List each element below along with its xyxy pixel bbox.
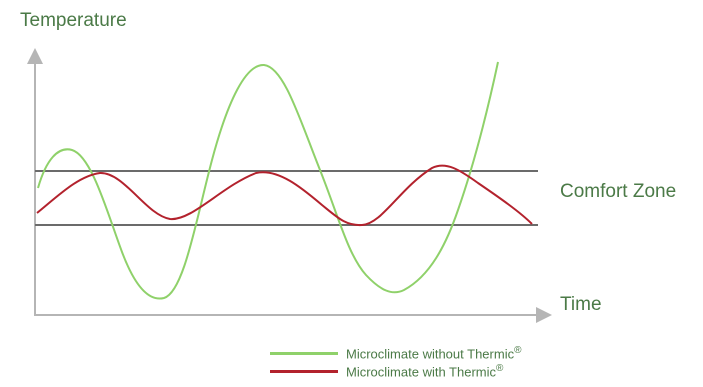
y-axis-arrow (27, 48, 43, 64)
registered-mark: ® (496, 362, 504, 374)
legend-line-without-thermic (270, 351, 338, 355)
legend-label-with-thermic: Microclimate with Thermic® (346, 363, 503, 379)
curve-without-thermic (37, 61, 499, 300)
legend-text-with-thermic: Microclimate with Thermic (346, 364, 497, 380)
legend-label-without-thermic: Microclimate without Thermic® (346, 345, 521, 361)
x-axis-label: Time (560, 294, 602, 315)
legend-item-with-thermic: Microclimate with Thermic® (270, 362, 503, 380)
legend-item-without-thermic: Microclimate without Thermic® (270, 344, 521, 362)
curve-with-thermic (36, 164, 533, 227)
registered-mark: ® (514, 344, 522, 356)
legend-line-with-thermic (270, 369, 338, 373)
y-axis-label: Temperature (20, 10, 127, 31)
x-axis-arrow (536, 307, 552, 323)
comfort-zone-label: Comfort Zone (560, 181, 677, 202)
legend-text-without-thermic: Microclimate without Thermic (346, 346, 515, 362)
